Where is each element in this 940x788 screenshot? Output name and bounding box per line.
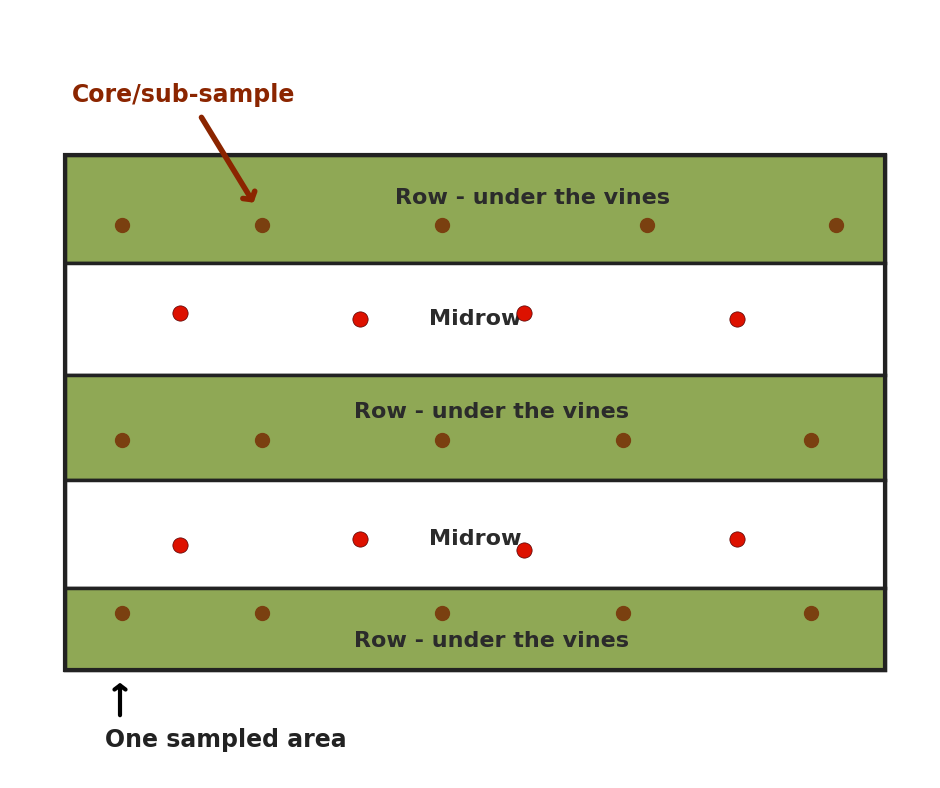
Text: Row - under the vines: Row - under the vines [395,188,670,208]
Bar [65,155,885,670]
Bar [65,263,885,375]
Bar [65,588,885,670]
Text: Row - under the vines: Row - under the vines [353,631,629,652]
Bar [65,155,885,263]
Bar [65,375,885,480]
Text: Row - under the vines: Row - under the vines [353,402,629,422]
Text: Midrow: Midrow [429,309,522,329]
Text: Core/sub-sample: Core/sub-sample [72,83,295,107]
Text: Midrow: Midrow [429,530,522,549]
Text: One sampled area: One sampled area [105,728,347,752]
Bar [65,480,885,588]
